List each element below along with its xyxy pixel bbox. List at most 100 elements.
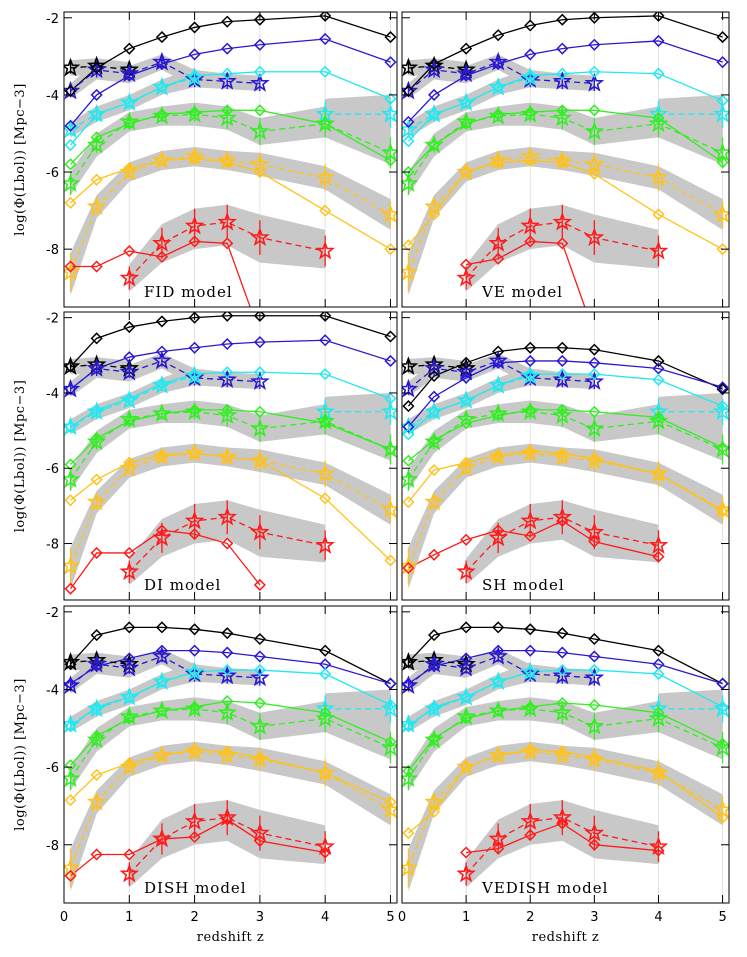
x-tick-label: 4	[321, 910, 329, 925]
obs-star	[152, 828, 172, 848]
model-diamond	[556, 646, 569, 659]
obs-band	[70, 741, 391, 892]
obs-star	[217, 211, 237, 231]
obs-star	[119, 706, 140, 726]
panel: VE model	[401, 11, 730, 308]
obs-star	[315, 535, 336, 554]
model-diamond	[384, 354, 397, 368]
panel-label: DISH model	[144, 879, 247, 897]
y-tick-label: -4	[46, 387, 59, 402]
model-diamond	[64, 196, 77, 209]
model-diamond	[402, 428, 415, 441]
model-diamond	[427, 629, 441, 642]
obs-star	[217, 446, 237, 466]
y-tick-label: -4	[46, 89, 59, 104]
obs-star	[488, 828, 509, 848]
model-diamond	[64, 119, 77, 132]
model-diamond	[319, 117, 332, 130]
obs-star	[648, 708, 669, 728]
model-diamond	[652, 706, 665, 719]
model-diamond	[123, 96, 136, 109]
obs-band	[466, 500, 659, 585]
model-diamond	[188, 447, 201, 460]
model-diamond	[155, 832, 169, 846]
model-diamond	[402, 677, 415, 690]
obs-star	[250, 227, 270, 247]
obs-star	[119, 111, 140, 131]
obs-band	[129, 500, 326, 585]
plot-area	[402, 12, 729, 307]
model-diamond	[524, 644, 537, 657]
obs-star	[584, 418, 605, 438]
obs-star	[552, 807, 573, 827]
model-diamond	[155, 81, 169, 94]
model-line	[407, 347, 723, 407]
panel-label: VE model	[481, 283, 563, 301]
model-diamond	[64, 158, 77, 171]
model-diamond	[123, 848, 136, 861]
model-diamond	[402, 239, 415, 252]
model-diamond	[319, 706, 332, 719]
model-diamond	[221, 695, 234, 708]
obs-star	[217, 807, 237, 827]
obs-band	[70, 353, 260, 397]
model-line	[70, 649, 391, 685]
model-diamond	[384, 698, 397, 712]
model-diamond	[556, 627, 569, 640]
model-diamond	[716, 811, 729, 824]
model-diamond	[556, 42, 569, 55]
model-diamond	[155, 749, 169, 762]
model-diamond	[123, 320, 136, 334]
plot-area	[402, 312, 729, 600]
obs-star	[552, 665, 573, 685]
panel: 0 1 2 3 4 5 VEDISH model redshift z	[398, 605, 730, 945]
obs-band	[408, 54, 595, 99]
model-diamond	[492, 644, 505, 657]
model-diamond	[652, 550, 665, 563]
model-diamond	[123, 415, 136, 428]
model-diamond	[221, 237, 234, 250]
obs-star	[64, 416, 81, 436]
obs-band	[70, 54, 260, 99]
model-diamond	[64, 494, 77, 507]
model-diamond	[716, 56, 729, 69]
obs-star	[456, 361, 476, 381]
model-diamond	[556, 368, 569, 381]
obs-star	[64, 119, 81, 139]
model-diamond	[319, 334, 332, 347]
x-tick-label: 2	[190, 910, 198, 925]
model-diamond	[188, 341, 201, 354]
model-diamond	[90, 432, 103, 445]
model-diamond	[384, 243, 397, 256]
model-diamond	[492, 29, 505, 42]
model-diamond	[427, 805, 441, 818]
y-axis-label: log(Φ(Lbol)) [Mpc−3]	[13, 83, 28, 236]
model-diamond	[155, 644, 169, 657]
obs-star	[217, 702, 237, 722]
model-diamond	[492, 621, 505, 634]
obs-star	[648, 240, 669, 260]
obs-band	[408, 443, 723, 589]
obs-line	[128, 221, 326, 279]
model-diamond	[221, 67, 234, 80]
model-diamond	[221, 42, 234, 55]
obs-star	[217, 71, 237, 90]
model-diamond	[460, 846, 473, 859]
obs-star	[712, 204, 729, 223]
model-diamond	[188, 528, 201, 541]
obs-star	[250, 667, 270, 687]
panel-frame	[63, 311, 398, 601]
obs-star	[456, 92, 476, 112]
model-diamond	[253, 663, 266, 677]
model-diamond	[64, 138, 77, 152]
model-diamond	[588, 368, 601, 381]
model-diamond	[524, 19, 537, 32]
obs-star	[64, 714, 81, 733]
obs-line	[128, 516, 326, 573]
model-diamond	[716, 243, 729, 256]
obs-star	[456, 111, 476, 131]
model-diamond	[123, 69, 136, 82]
y-tick-label: -2	[46, 12, 59, 27]
model-diamond	[402, 400, 415, 413]
model-diamond	[90, 848, 103, 861]
